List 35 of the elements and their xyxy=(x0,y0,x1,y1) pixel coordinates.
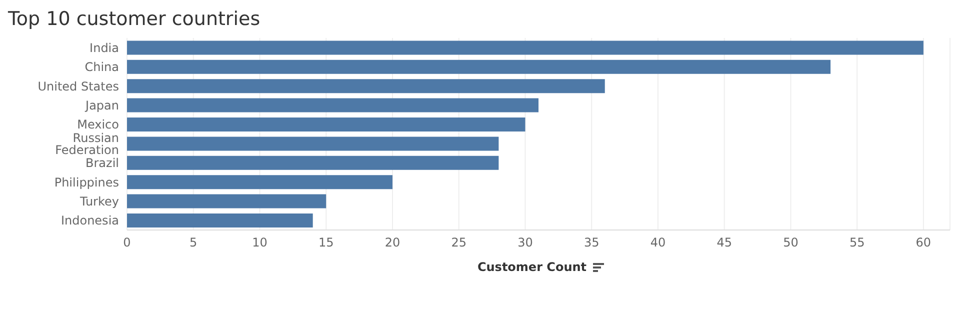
bar xyxy=(127,156,499,170)
x-tick-label: 50 xyxy=(783,236,798,250)
x-tick-label: 35 xyxy=(584,236,600,250)
y-tick-label: Turkey xyxy=(78,194,119,208)
x-axis-title: Customer Count xyxy=(477,260,587,274)
bar xyxy=(127,175,392,190)
x-tick-label: 15 xyxy=(318,236,334,250)
x-tick-label: 0 xyxy=(123,236,131,250)
bar xyxy=(127,79,605,94)
bar xyxy=(127,60,831,74)
y-tick-label: Japan xyxy=(84,98,119,112)
x-tick-label: 55 xyxy=(849,236,865,250)
x-tick-label: 30 xyxy=(518,236,533,250)
y-tick-label: India xyxy=(90,40,119,55)
y-tick-label: China xyxy=(84,60,119,74)
bar xyxy=(127,194,326,208)
bar xyxy=(127,136,499,151)
x-tick-label: 10 xyxy=(252,236,268,250)
x-tick-label: 45 xyxy=(716,236,732,250)
chart-title: Top 10 customer countries xyxy=(8,8,262,32)
x-tick-label: 25 xyxy=(451,236,466,250)
y-tick-label: Brazil xyxy=(86,156,119,170)
y-tick-label: Philippines xyxy=(54,175,119,190)
bar xyxy=(127,98,538,112)
x-tick-label: 40 xyxy=(650,236,666,250)
x-tick-label: 20 xyxy=(384,236,400,250)
y-tick-label: United States xyxy=(38,79,119,94)
y-tick-label: Russian Federation xyxy=(55,130,119,157)
bar xyxy=(127,40,924,55)
y-tick-label: Indonesia xyxy=(60,214,119,228)
x-tick-label: 60 xyxy=(916,236,932,250)
bar xyxy=(127,117,526,132)
y-tick-label: Mexico xyxy=(77,118,119,132)
bar xyxy=(127,213,313,228)
x-tick-label: 5 xyxy=(190,236,198,250)
